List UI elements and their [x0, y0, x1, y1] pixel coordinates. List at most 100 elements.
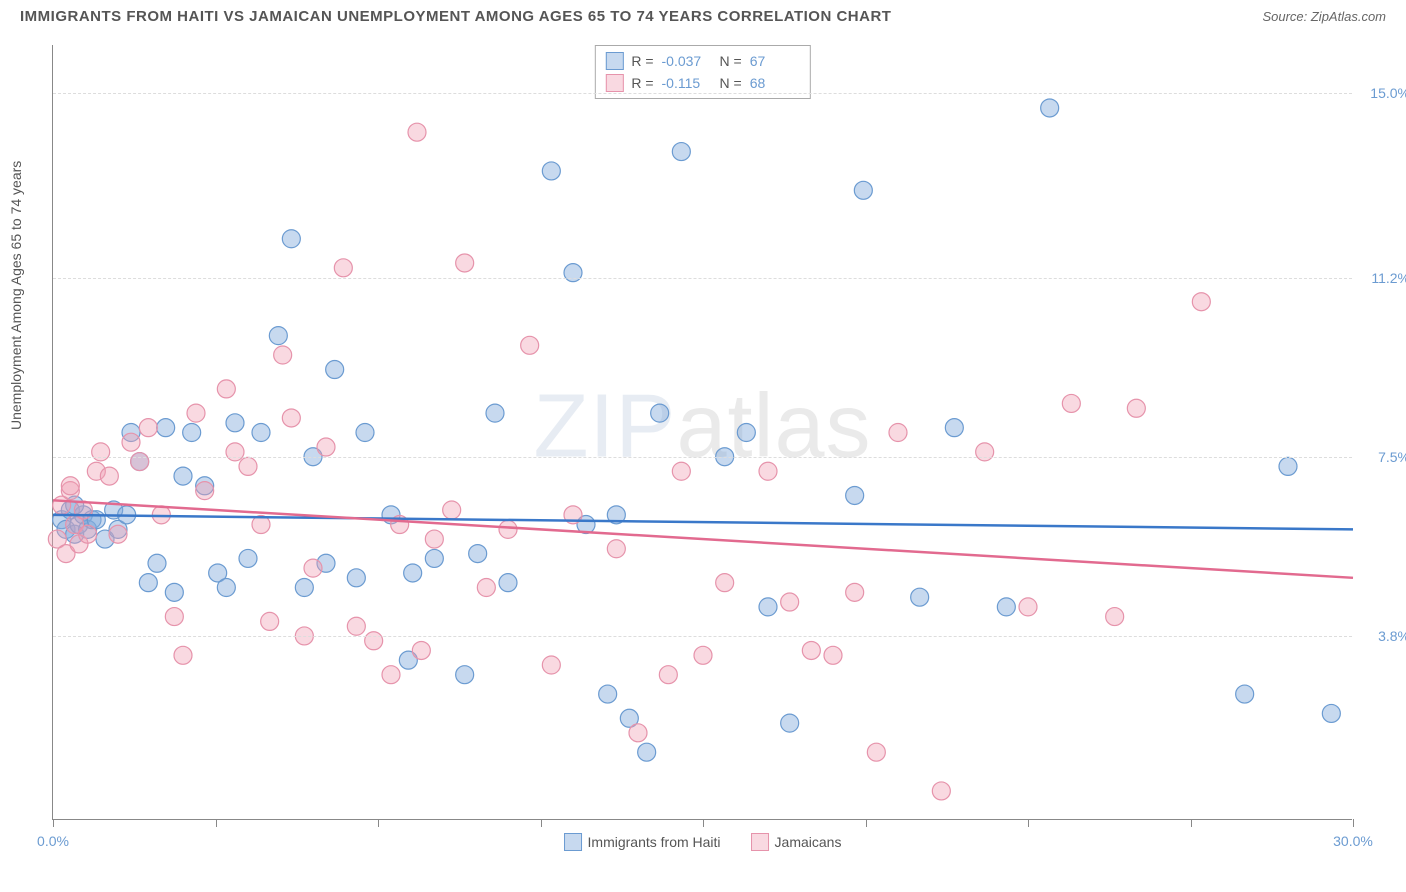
data-point-jamaican: [261, 612, 279, 630]
x-max-label: 30.0%: [1333, 833, 1373, 849]
gridline: [53, 93, 1352, 94]
data-point-haiti: [599, 685, 617, 703]
data-point-jamaican: [824, 646, 842, 664]
x-tick: [378, 819, 379, 827]
x-tick: [541, 819, 542, 827]
data-point-haiti: [911, 588, 929, 606]
data-point-jamaican: [196, 482, 214, 500]
data-point-haiti: [469, 545, 487, 563]
legend-item-label: Jamaicans: [775, 834, 842, 850]
data-point-jamaican: [889, 424, 907, 442]
legend-corr-row-haiti: R =-0.037N =67: [605, 50, 799, 72]
data-point-haiti: [997, 598, 1015, 616]
data-point-jamaican: [1106, 608, 1124, 626]
data-point-haiti: [486, 404, 504, 422]
data-point-jamaican: [802, 641, 820, 659]
data-point-jamaican: [425, 530, 443, 548]
data-point-jamaican: [477, 579, 495, 597]
data-point-haiti: [148, 554, 166, 572]
data-point-jamaican: [1127, 399, 1145, 417]
swatch-haiti: [605, 52, 623, 70]
y-tick-label: 15.0%: [1370, 85, 1406, 101]
data-point-haiti: [672, 143, 690, 161]
data-point-jamaican: [382, 666, 400, 684]
chart-svg: [53, 45, 1352, 819]
data-point-jamaican: [759, 462, 777, 480]
data-point-jamaican: [1062, 394, 1080, 412]
data-point-haiti: [269, 327, 287, 345]
legend-correlation-box: R =-0.037N =67R =-0.115N =68: [594, 45, 810, 99]
swatch-jamaican: [751, 833, 769, 851]
data-point-jamaican: [443, 501, 461, 519]
data-point-haiti: [499, 574, 517, 592]
data-point-haiti: [282, 230, 300, 248]
data-point-jamaican: [976, 443, 994, 461]
source-attribution: Source: ZipAtlas.com: [1262, 9, 1386, 24]
y-tick-label: 11.2%: [1371, 270, 1406, 286]
data-point-jamaican: [131, 453, 149, 471]
data-point-haiti: [139, 574, 157, 592]
x-tick: [216, 819, 217, 827]
data-point-haiti: [1322, 704, 1340, 722]
data-point-haiti: [165, 583, 183, 601]
data-point-jamaican: [1192, 293, 1210, 311]
legend-corr-row-jamaican: R = -0.115 N = 68: [605, 72, 799, 94]
data-point-haiti: [542, 162, 560, 180]
data-point-haiti: [239, 549, 257, 567]
data-point-haiti: [638, 743, 656, 761]
data-point-haiti: [564, 264, 582, 282]
x-tick: [866, 819, 867, 827]
data-point-haiti: [226, 414, 244, 432]
data-point-jamaican: [542, 656, 560, 674]
y-axis-label: Unemployment Among Ages 65 to 74 years: [8, 161, 24, 430]
data-point-haiti: [737, 424, 755, 442]
legend-item-haiti: Immigrants from Haiti: [564, 833, 721, 851]
swatch-jamaican: [605, 74, 623, 92]
data-point-haiti: [846, 486, 864, 504]
data-point-jamaican: [365, 632, 383, 650]
data-point-jamaican: [274, 346, 292, 364]
n-value-haiti: 67: [750, 53, 800, 69]
x-tick: [1028, 819, 1029, 827]
data-point-haiti: [759, 598, 777, 616]
legend-item-jamaican: Jamaicans: [751, 833, 842, 851]
data-point-jamaican: [716, 574, 734, 592]
data-point-haiti: [217, 579, 235, 597]
data-point-jamaican: [781, 593, 799, 611]
data-point-jamaican: [607, 540, 625, 558]
x-tick: [703, 819, 704, 827]
gridline: [53, 278, 1352, 279]
data-point-haiti: [347, 569, 365, 587]
r-label: R =: [631, 75, 653, 91]
data-point-jamaican: [659, 666, 677, 684]
data-point-jamaican: [304, 559, 322, 577]
data-point-jamaican: [932, 782, 950, 800]
data-point-jamaican: [282, 409, 300, 427]
data-point-jamaican: [694, 646, 712, 664]
data-point-jamaican: [672, 462, 690, 480]
data-point-jamaican: [239, 457, 257, 475]
data-point-jamaican: [629, 724, 647, 742]
title-bar: IMMIGRANTS FROM HAITI VS JAMAICAN UNEMPL…: [20, 8, 1386, 25]
data-point-haiti: [157, 419, 175, 437]
y-tick-label: 3.8%: [1378, 628, 1406, 644]
data-point-jamaican: [846, 583, 864, 601]
data-point-jamaican: [412, 641, 430, 659]
gridline: [53, 636, 1352, 637]
x-tick: [1191, 819, 1192, 827]
data-point-jamaican: [1019, 598, 1037, 616]
n-value-jamaican: 68: [750, 75, 800, 91]
trend-line-haiti: [53, 515, 1353, 530]
data-point-haiti: [252, 424, 270, 442]
data-point-haiti: [404, 564, 422, 582]
data-point-jamaican: [100, 467, 118, 485]
n-label: N =: [720, 53, 742, 69]
data-point-jamaican: [867, 743, 885, 761]
n-label: N =: [720, 75, 742, 91]
data-point-jamaican: [456, 254, 474, 272]
data-point-jamaican: [92, 443, 110, 461]
x-tick: [1353, 819, 1354, 827]
r-value-jamaican: -0.115: [662, 75, 712, 91]
data-point-jamaican: [122, 433, 140, 451]
data-point-haiti: [425, 549, 443, 567]
